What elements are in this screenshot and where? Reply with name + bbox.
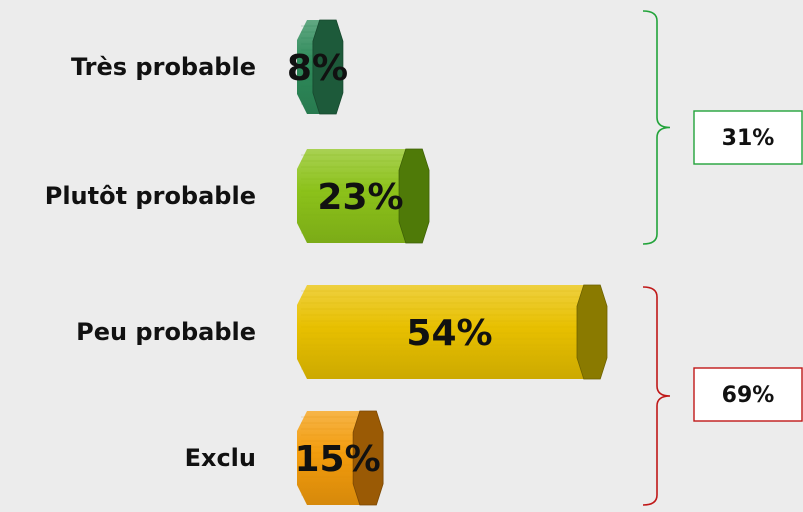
bar-cap	[576, 284, 608, 380]
group-bracket	[642, 10, 671, 245]
value-label: 54%	[406, 313, 492, 354]
group-brackets: 31% 69%	[642, 10, 803, 506]
value-label: 23%	[317, 177, 403, 218]
group-total-label: 69%	[722, 383, 775, 408]
bar-body	[297, 285, 592, 379]
bars: Très probable 8% Plutôt probable 23% Peu pro…	[45, 19, 608, 506]
bar-3	[297, 410, 384, 506]
category-label: Peu probable	[76, 318, 256, 346]
value-label: 15%	[294, 439, 380, 480]
group-total-box: 31%	[693, 110, 803, 165]
bar-body	[297, 411, 369, 505]
bar-cap	[312, 19, 344, 115]
bar-0	[297, 19, 344, 115]
group-box-frame	[693, 367, 803, 422]
bar-1	[297, 148, 430, 244]
group-total-label: 31%	[722, 126, 775, 151]
value-label: 8%	[287, 48, 348, 89]
category-label: Plutôt probable	[45, 182, 256, 210]
bar-body	[297, 149, 415, 243]
group-bracket	[642, 286, 671, 506]
group-box-frame	[693, 110, 803, 165]
bar-2	[297, 284, 608, 380]
category-label: Exclu	[185, 444, 256, 472]
bar-cap	[398, 148, 430, 244]
group-total-box: 69%	[693, 367, 803, 422]
category-label: Très probable	[71, 53, 256, 81]
bar-cap	[352, 410, 384, 506]
